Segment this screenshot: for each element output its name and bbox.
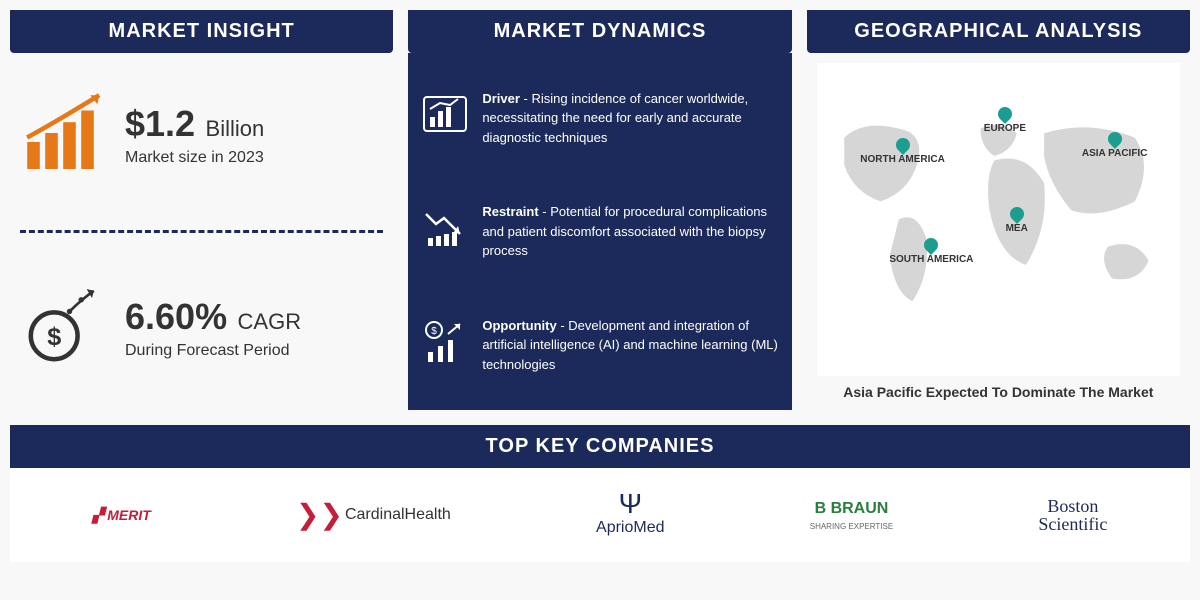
market-dynamics-panel: MARKET DYNAMICS Driver - Rising incidenc… [408,10,791,410]
insight-body: $1.2 Billion Market size in 2023 $ [10,53,393,410]
pin-icon [1105,129,1125,149]
decline-chart-icon [420,202,470,257]
top-row: MARKET INSIGHT $1.2 Billi [10,10,1190,410]
companies-header: TOP KEY COMPANIES [10,425,1190,468]
pin-icon [921,235,941,255]
geo-body: NORTH AMERICA EUROPE ASIA PACIFIC SOUTH … [807,53,1190,410]
logo-cardinal-health: ❯❯ CardinalHealth [296,506,451,524]
market-size-text: $1.2 Billion Market size in 2023 [125,103,264,167]
dynamics-body: Driver - Rising incidence of cancer worl… [408,53,791,410]
dollar-coin-icon: $ [20,280,110,375]
geo-caption: Asia Pacific Expected To Dominate The Ma… [817,384,1180,400]
svg-text:$: $ [47,323,61,351]
geo-analysis-panel: GEOGRAPHICAL ANALYSIS NORTH AMERICA EURO… [807,10,1190,410]
restraint-text: Restraint - Potential for procedural com… [482,202,779,261]
market-size-value: $1.2 [125,103,195,144]
companies-logos: ▞ MERIT ❯❯ CardinalHealth Ψ AprioMed B B… [10,468,1190,562]
pin-mea: MEA [1006,207,1028,234]
driver-text: Driver - Rising incidence of cancer worl… [482,89,779,148]
cagr-block: $ 6.60% CAGR During Forecast Period [20,280,383,375]
pin-north-america: NORTH AMERICA [860,138,945,165]
cagr-caption: During Forecast Period [125,342,301,360]
aprio-text: AprioMed [596,519,664,537]
driver-label: Driver [482,91,520,106]
braun-subtext: SHARING EXPERTISE [810,522,893,531]
pin-south-america: SOUTH AMERICA [889,238,973,265]
pin-asia-pacific: ASIA PACIFIC [1082,132,1148,159]
opportunity-item: $ Opportunity - Development and integrat… [420,316,779,375]
cagr-unit: CAGR [238,309,302,334]
logo-bbraun: B BRAUN SHARING EXPERTISE [810,500,893,531]
opportunity-text: Opportunity - Development and integratio… [482,316,779,375]
pin-europe: EUROPE [984,107,1026,134]
opportunity-label: Opportunity [482,318,556,333]
companies-section: TOP KEY COMPANIES ▞ MERIT ❯❯ CardinalHea… [10,425,1190,562]
market-size-block: $1.2 Billion Market size in 2023 [20,88,383,183]
insight-divider [20,230,383,233]
market-size-caption: Market size in 2023 [125,149,264,167]
insight-header: MARKET INSIGHT [10,10,393,53]
market-insight-panel: MARKET INSIGHT $1.2 Billi [10,10,393,410]
cagr-text: 6.60% CAGR During Forecast Period [125,296,301,360]
logo-apriomed: Ψ AprioMed [596,493,664,537]
chart-dashboard-icon [420,89,470,144]
pin-icon [995,104,1015,124]
aprio-icon: Ψ [619,493,642,515]
geo-header: GEOGRAPHICAL ANALYSIS [807,10,1190,53]
cardinal-text: CardinalHealth [345,506,451,524]
world-map: NORTH AMERICA EUROPE ASIA PACIFIC SOUTH … [817,63,1180,376]
market-size-unit: Billion [206,116,265,141]
restraint-item: Restraint - Potential for procedural com… [420,202,779,261]
logo-merit: ▞ MERIT [93,507,151,524]
braun-text: B BRAUN [815,500,889,518]
coin-growth-icon: $ [420,316,470,371]
cagr-value: 6.60% [125,296,227,337]
driver-desc: Rising incidence of cancer worldwide, ne… [482,91,748,145]
restraint-label: Restraint [482,204,538,219]
driver-item: Driver - Rising incidence of cancer worl… [420,89,779,148]
logo-boston-scientific: BostonScientific [1038,497,1107,533]
svg-text:$: $ [432,326,438,337]
pin-icon [893,135,913,155]
growth-bars-icon [20,88,110,183]
merit-text: ▞ MERIT [93,507,151,524]
dynamics-header: MARKET DYNAMICS [408,10,791,53]
cardinal-wing-icon: ❯❯ [296,507,343,524]
boston-text: BostonScientific [1038,497,1107,533]
pin-icon [1007,204,1027,224]
